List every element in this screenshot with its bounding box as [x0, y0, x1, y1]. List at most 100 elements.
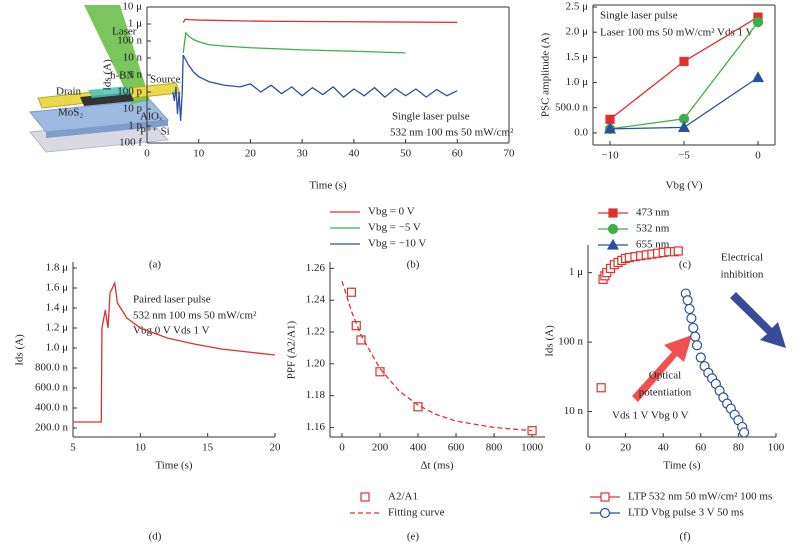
- y-tick-label: 500.0 n: [555, 101, 589, 113]
- illustration-label: Drain: [56, 86, 82, 98]
- y-tick-label: 100 n: [117, 35, 142, 47]
- x-tick-label: 600: [448, 442, 465, 454]
- panel-label: (c): [679, 259, 692, 271]
- y-tick-label: 1.24: [306, 294, 326, 306]
- marker: [605, 114, 615, 124]
- series-line: [182, 31, 406, 54]
- marker: [356, 335, 366, 345]
- y-tick-label: 1.0 μ: [566, 76, 589, 88]
- y-tick-label: 100 f: [119, 137, 142, 149]
- marker: [695, 352, 706, 363]
- y-tick-label: 1.0 μ: [46, 342, 69, 354]
- y-tick-label: 100 n: [558, 336, 583, 348]
- x-tick-label: −5: [678, 150, 690, 162]
- annotation: inhibition: [721, 269, 764, 281]
- illustration-label: MoS₂: [58, 107, 83, 119]
- illustration-label: h-BN: [110, 70, 135, 82]
- x-tick-label: 40: [348, 148, 360, 160]
- y-tick-label: 1.16: [306, 421, 326, 433]
- legend-label: 655 nm: [636, 239, 670, 251]
- y-tick-label: 1.8 μ: [46, 262, 69, 274]
- series-line: [182, 18, 458, 23]
- panel-label: (a): [149, 259, 162, 271]
- y-tick-label: 100 p: [117, 86, 142, 98]
- panel-label: (f): [680, 531, 691, 543]
- potentiation-arrow: [632, 335, 692, 402]
- x-axis-label: Time (s): [663, 460, 701, 472]
- marker: [691, 340, 703, 351]
- marker: [600, 492, 610, 502]
- legend-label: LTD Vbg pulse 3 V 50 ms: [628, 507, 744, 519]
- x-axis-label: Time (s): [155, 460, 193, 472]
- marker: [752, 17, 764, 28]
- y-tick-label: 2.5 μ: [566, 1, 589, 13]
- x-axis-label: Vbg (V): [666, 180, 703, 192]
- y-axis-label: Ids (A): [544, 325, 556, 357]
- marker: [751, 71, 765, 83]
- x-tick-label: 50: [400, 148, 412, 160]
- x-tick-label: 10: [193, 148, 205, 160]
- marker: [360, 492, 370, 502]
- illustration-label: Source: [150, 74, 181, 86]
- x-tick-label: 200: [372, 442, 389, 454]
- y-tick-label: 10 n: [564, 405, 584, 417]
- legend-label: Vbg = −10 V: [368, 238, 426, 250]
- marker: [599, 507, 611, 519]
- arrows: [632, 292, 786, 402]
- x-axis-label: Δt (ms): [420, 460, 453, 472]
- x-tick-label: 70: [504, 148, 516, 160]
- x-axis-label: Time (s): [309, 180, 347, 192]
- y-tick-label: 1 μ: [128, 18, 142, 30]
- marker: [527, 426, 537, 436]
- x-tick-label: −10: [601, 150, 619, 162]
- y-tick-label: 800.0 n: [35, 362, 69, 374]
- x-tick-label: 100: [768, 442, 785, 454]
- marker: [684, 303, 695, 315]
- x-tick-label: 0: [339, 442, 345, 454]
- x-tick-label: 20: [270, 442, 282, 454]
- x-tick-label: 60: [695, 442, 707, 454]
- series-line: [73, 280, 276, 423]
- x-tick-label: 0: [585, 442, 591, 454]
- mos2-flake: [80, 92, 134, 106]
- x-tick-label: 30: [297, 148, 309, 160]
- marker: [606, 238, 620, 250]
- marker: [682, 295, 693, 306]
- y-tick-label: 0.0: [574, 126, 588, 138]
- y-axis-label: Ids (A): [14, 334, 26, 366]
- x-tick-label: 0: [144, 148, 150, 160]
- legend-label: LTP 532 nm 50 mW/cm² 100 ms: [628, 491, 772, 503]
- marker: [375, 367, 385, 377]
- y-axis-label: Ids (A): [102, 59, 114, 91]
- y-tick-label: 1.2 μ: [46, 322, 69, 334]
- x-tick-label: 20: [620, 442, 632, 454]
- y-tick-label: 600.0 n: [35, 382, 69, 394]
- legend-label: 532 nm: [636, 223, 670, 235]
- annotation: Optical: [649, 370, 681, 382]
- x-tick-label: 5: [70, 442, 76, 454]
- y-axis-label: PSC amplitude (A): [540, 33, 552, 118]
- marker: [738, 427, 750, 438]
- y-tick-label: 200.0 n: [35, 422, 69, 434]
- marker: [607, 223, 619, 235]
- x-tick-label: 1000: [521, 442, 544, 454]
- y-tick-label: 1.20: [306, 357, 326, 369]
- x-tick-label: 80: [733, 442, 745, 454]
- marker: [608, 208, 618, 218]
- marker: [688, 322, 699, 334]
- x-tick-label: 0: [755, 150, 761, 162]
- legend-label: Fitting curve: [388, 507, 445, 519]
- y-tick-label: 1 n: [128, 69, 142, 81]
- marker: [596, 383, 606, 393]
- y-tick-label: 1.4 μ: [46, 302, 69, 314]
- illustration-label: Laser: [112, 26, 137, 38]
- x-tick-label: 60: [452, 148, 464, 160]
- hbn-flake: [88, 86, 132, 98]
- alox-side: [46, 120, 168, 138]
- y-tick-label: 400.0 n: [35, 402, 69, 414]
- panel-label: (e): [407, 531, 420, 543]
- annotation: 532 nm 100 ms 50 mW/cm²: [133, 310, 257, 322]
- x-tick-label: 40: [658, 442, 670, 454]
- y-tick-label: 1.5 μ: [566, 51, 589, 63]
